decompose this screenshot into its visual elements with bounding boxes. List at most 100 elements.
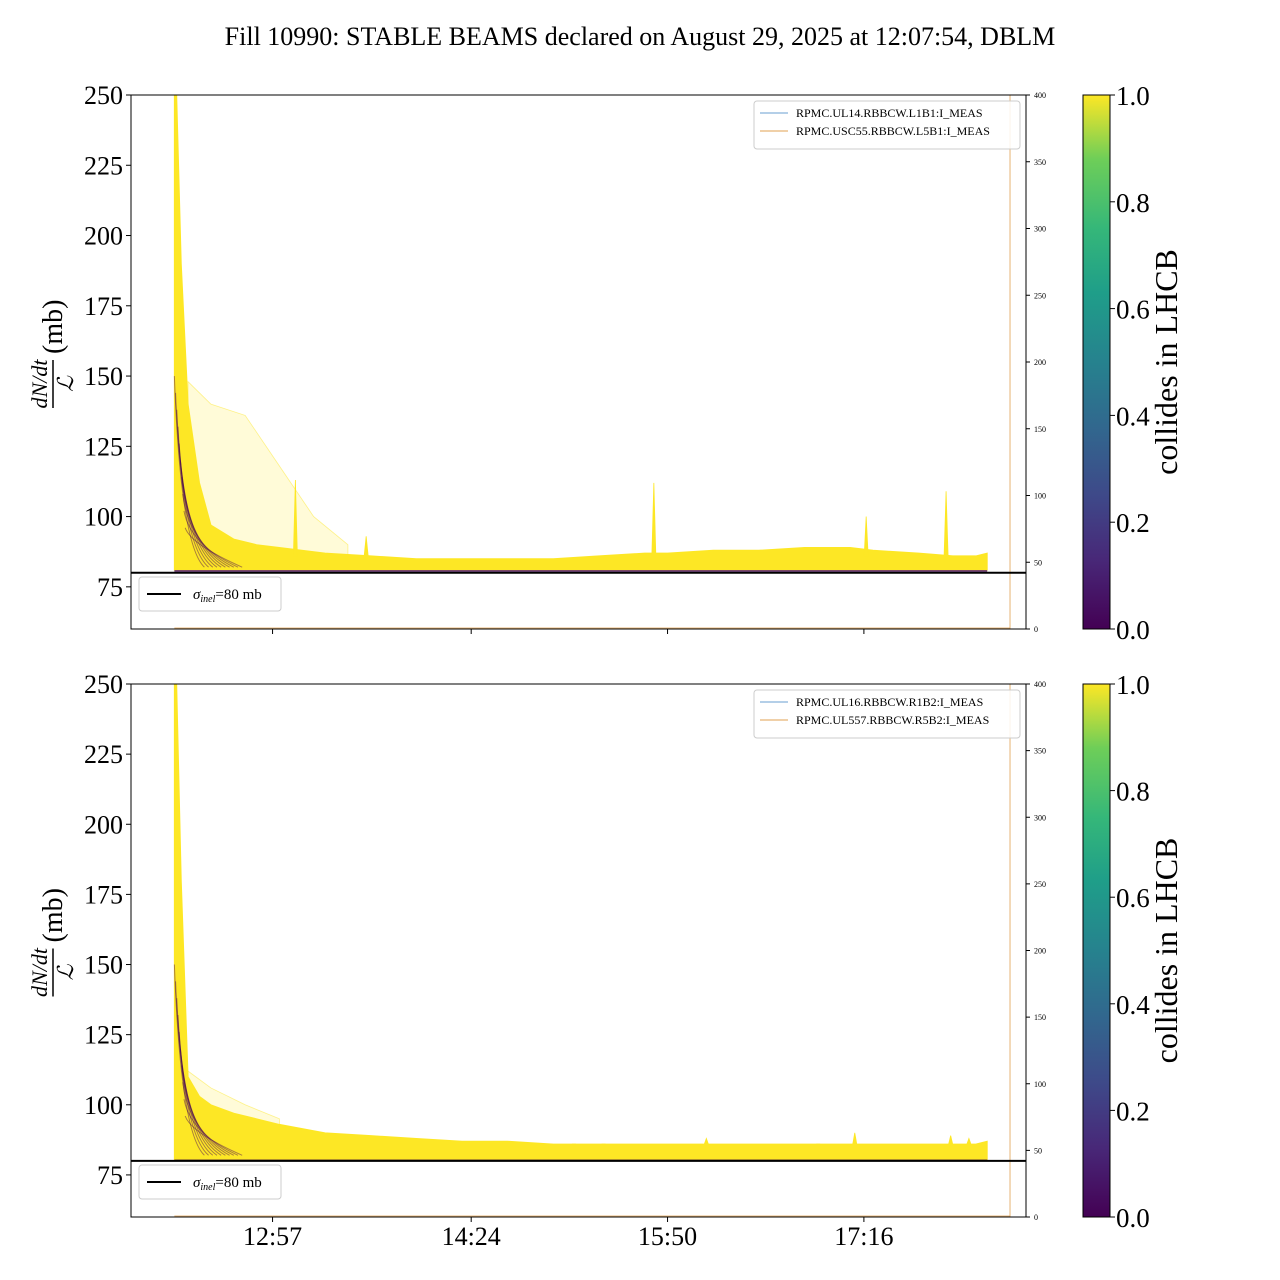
plot-area xyxy=(173,95,1011,629)
reference-legend: σinel=80 mb xyxy=(138,576,282,612)
noncolliding-trace xyxy=(181,477,230,568)
noncolliding-trace xyxy=(178,1031,222,1156)
bottom-panel: 75 100 125 150 175 200 225 250 0 50 100 150 200 250 30… xyxy=(27,670,1046,1222)
y2-tick-label: 100 xyxy=(1034,1080,1046,1089)
y2-tick-label: 150 xyxy=(1034,425,1046,434)
noncolliding-trace xyxy=(177,1014,218,1156)
spike xyxy=(651,482,657,557)
noncolliding-trace xyxy=(177,426,218,568)
colorbar-scale xyxy=(1082,94,1111,630)
y-label-denominator: ℒ xyxy=(53,375,78,392)
colorbar-tick-label: 1.0 xyxy=(1116,81,1150,111)
noncolliding-trace xyxy=(183,1099,239,1156)
y2-tick-label: 0 xyxy=(1034,625,1038,634)
noncolliding-trace xyxy=(181,1065,230,1156)
y-label-denominator: ℒ xyxy=(53,963,78,980)
spike xyxy=(852,1132,858,1145)
y-tick-label: 150 xyxy=(84,951,123,980)
colorbar-tick-label: 0.8 xyxy=(1116,188,1150,218)
y2-tick-label: 200 xyxy=(1034,358,1046,367)
colorbar-tick-label: 0.4 xyxy=(1116,401,1150,431)
noncolliding-trace xyxy=(182,1082,235,1156)
colorbar-tick-label: 0.2 xyxy=(1116,508,1150,538)
chart-title: Fill 10990: STABLE BEAMS declared on Aug… xyxy=(225,22,1056,51)
spike xyxy=(292,480,298,557)
reference-legend: σinel=80 mb xyxy=(138,1164,282,1200)
reference-legend-box xyxy=(138,576,282,612)
y2-tick-label: 300 xyxy=(1034,225,1046,234)
spike xyxy=(703,1137,709,1145)
reference-legend-label: σinel=80 mb xyxy=(193,587,262,605)
legend-entry: RPMC.USC55.RBBCW.L5B1:I_MEAS xyxy=(796,124,990,138)
noncolliding-trace xyxy=(175,981,209,1156)
colorbar-tick-label: 0.6 xyxy=(1116,883,1150,913)
noncolliding-trace xyxy=(184,1115,243,1156)
x-tick-label: 15:50 xyxy=(638,1222,697,1251)
y2-tick-label: 150 xyxy=(1034,1013,1046,1022)
legend-entry: RPMC.UL557.RBBCW.R5B2:I_MEAS xyxy=(796,713,989,727)
spike xyxy=(966,1137,972,1145)
spike xyxy=(363,536,369,557)
colorbar-tick-label: 1.0 xyxy=(1116,670,1150,700)
y2-tick-label: 400 xyxy=(1034,680,1046,689)
y-tick-label: 100 xyxy=(84,1091,123,1120)
y-tick-label: 150 xyxy=(84,362,123,391)
y-label-unit: (mb) xyxy=(38,300,69,354)
shared-x-axis: 12:57 14:24 15:50 17:16 xyxy=(243,1222,894,1251)
spike xyxy=(943,491,949,557)
noncolliding-trace xyxy=(176,409,214,568)
colorbar-scale xyxy=(1082,683,1111,1218)
y-tick-label: 200 xyxy=(84,222,123,251)
reference-legend-box xyxy=(138,1164,282,1200)
y-tick-label: 200 xyxy=(84,810,123,839)
legend-box xyxy=(753,689,1021,739)
y-tick-label: 75 xyxy=(97,573,123,602)
noncolliding-trace xyxy=(175,392,209,568)
plot-area xyxy=(173,684,1011,1217)
y-axis-label: dN/dt ℒ (mb) xyxy=(27,888,78,997)
y-axis-label: dN/dt ℒ (mb) xyxy=(27,300,78,409)
y2-tick-label: 300 xyxy=(1034,813,1046,822)
x-tick-label: 12:57 xyxy=(243,1222,302,1251)
y-tick-label: 175 xyxy=(84,292,123,321)
legend-box xyxy=(753,100,1021,150)
y2-tick-label: 250 xyxy=(1034,291,1046,300)
colorbar-tick-label: 0.0 xyxy=(1116,1203,1150,1233)
y2-tick-label: 100 xyxy=(1034,492,1046,501)
y2-tick-label: 350 xyxy=(1034,158,1046,167)
y-tick-label: 225 xyxy=(84,151,123,180)
colorbar-tick-label: 0.4 xyxy=(1116,990,1150,1020)
colliding-envelope xyxy=(173,684,988,1160)
y-label-numerator: dN/dt xyxy=(27,947,52,997)
x-tick-label: 14:24 xyxy=(442,1222,501,1251)
noncolliding-trace xyxy=(179,460,226,568)
legend-entry: RPMC.UL16.RBBCW.R1B2:I_MEAS xyxy=(796,695,983,709)
y2-tick-label: 350 xyxy=(1034,747,1046,756)
colorbar-tick-label: 0.6 xyxy=(1116,295,1150,325)
y-tick-label: 225 xyxy=(84,740,123,769)
legend-entry: RPMC.UL14.RBBCW.L1B1:I_MEAS xyxy=(796,106,983,120)
noncolliding-trace xyxy=(184,527,243,568)
reference-legend-label: σinel=80 mb xyxy=(193,1175,262,1193)
series-legend: RPMC.UL16.RBBCW.R1B2:I_MEAS RPMC.UL557.RB… xyxy=(753,689,1021,739)
colorbar-tick-label: 0.2 xyxy=(1116,1096,1150,1126)
colorbar-tick-label: 0.8 xyxy=(1116,777,1150,807)
noncolliding-trace xyxy=(183,510,239,568)
y-tick-label: 175 xyxy=(84,880,123,909)
spike xyxy=(948,1135,954,1145)
noncolliding-trace xyxy=(173,964,205,1156)
x-tick-label: 17:16 xyxy=(834,1222,893,1251)
y-label-numerator: dN/dt xyxy=(27,359,52,409)
y-tick-label: 250 xyxy=(84,670,123,699)
y2-tick-label: 400 xyxy=(1034,91,1046,100)
y-tick-label: 250 xyxy=(84,81,123,110)
colorbar-label: collides in LHCB xyxy=(1148,838,1184,1064)
colorbar-label: collides in LHCB xyxy=(1148,249,1184,475)
y-label-unit: (mb) xyxy=(38,888,69,942)
y2-tick-label: 0 xyxy=(1034,1213,1038,1222)
y2-tick-label: 200 xyxy=(1034,947,1046,956)
colorbar-tick-label: 0.0 xyxy=(1116,615,1150,645)
bottom-colorbar: 0.0 0.2 0.4 0.6 0.8 1.0 collides in LHCB xyxy=(1082,670,1184,1233)
y2-tick-label: 50 xyxy=(1034,1146,1042,1155)
